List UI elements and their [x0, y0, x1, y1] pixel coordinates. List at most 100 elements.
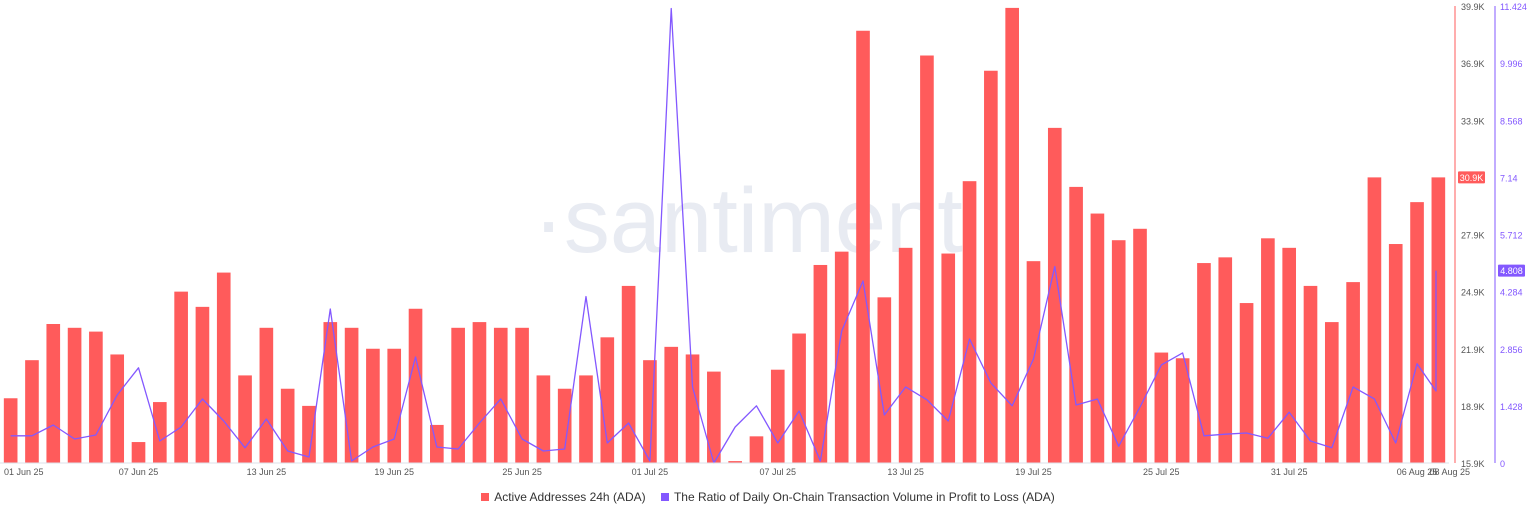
bar-active-addresses: [1346, 282, 1360, 463]
bar-active-addresses: [1133, 228, 1147, 463]
legend-label-ratio: The Ratio of Daily On-Chain Transaction …: [673, 490, 1055, 504]
bar-active-addresses: [408, 308, 423, 463]
bar-active-addresses: [515, 327, 529, 463]
bar-active-addresses: [1282, 247, 1297, 463]
bar-active-addresses: [579, 375, 593, 463]
bar-active-addresses: [366, 348, 380, 463]
bar-active-addresses: [430, 424, 444, 463]
right-axis-tick-label: 9.996: [1500, 59, 1523, 69]
bar-active-addresses: [898, 247, 913, 463]
bar-active-addresses: [600, 337, 615, 463]
right-axis-tick-label: 1.428: [1500, 402, 1523, 412]
legend: Active Addresses 24h (ADA) The Ratio of …: [0, 490, 1536, 504]
legend-swatch-active-addresses: [481, 493, 490, 501]
bar-active-addresses: [877, 297, 892, 463]
bar-active-addresses: [387, 348, 402, 463]
x-axis-tick-label: 08 Aug 25: [1429, 467, 1470, 477]
bar-active-addresses: [685, 354, 700, 463]
right-axis-tick-label: 7.14: [1500, 173, 1518, 183]
bar-active-addresses: [25, 360, 39, 463]
bar-active-addresses: [472, 322, 487, 463]
bar-active-addresses: [984, 70, 998, 464]
x-axis-tick-label: 19 Jun 25: [374, 467, 414, 477]
x-axis-tick-label: 13 Jul 25: [887, 467, 924, 477]
bar-active-addresses: [621, 285, 636, 463]
right-axis-tick-label: 4.284: [1500, 288, 1523, 298]
left-axis-tick-label: 36.9K: [1461, 59, 1485, 69]
bar-active-addresses: [770, 369, 785, 463]
legend-swatch-ratio: [660, 493, 669, 501]
bar-active-addresses: [1367, 177, 1382, 464]
bar-active-addresses: [238, 375, 252, 463]
bar-active-addresses: [493, 327, 508, 463]
current-value-badge-active-addresses: [1458, 171, 1485, 184]
bar-active-addresses: [813, 264, 828, 463]
bar-active-addresses: [1069, 186, 1083, 463]
legend-item-active-addresses[interactable]: Active Addresses 24h (ADA): [481, 490, 646, 504]
bar-active-addresses: [856, 30, 870, 463]
bar-active-addresses: [1047, 127, 1062, 464]
right-axis-tick-label: 8.568: [1500, 116, 1523, 126]
bar-active-addresses: [1431, 177, 1446, 464]
x-axis-tick-label: 25 Jun 25: [502, 467, 542, 477]
bar-active-addresses: [451, 327, 465, 463]
current-value-badge-ratio: [1498, 264, 1525, 277]
bar-active-addresses: [1239, 303, 1254, 463]
left-axis-tick-label: 33.9K: [1461, 116, 1485, 126]
left-axis-tick-label: 24.9K: [1461, 288, 1485, 298]
x-axis-tick-label: 01 Jul 25: [632, 467, 669, 477]
bar-active-addresses: [941, 253, 956, 463]
bar-active-addresses: [1175, 358, 1190, 463]
bar-active-addresses: [1218, 257, 1233, 463]
bar-active-addresses: [664, 346, 679, 463]
bar-active-addresses: [728, 461, 742, 463]
right-axis-tick-label: 0: [1500, 459, 1505, 469]
bar-active-addresses: [1154, 352, 1169, 463]
bar-active-addresses: [536, 375, 551, 463]
bar-active-addresses: [1261, 238, 1275, 463]
left-axis-tick-label: 27.9K: [1461, 231, 1485, 241]
bar-active-addresses: [344, 327, 359, 463]
bar-active-addresses: [1324, 322, 1339, 463]
watermark: ·santiment: [533, 170, 963, 272]
bar-active-addresses: [259, 327, 274, 463]
x-axis-tick-label: 13 Jun 25: [247, 467, 287, 477]
chart-svg: ·santiment 15.9K 18.9K 21.9K 24.9K 27.9K 30.9K…: [0, 2, 1527, 477]
bar-active-addresses: [3, 398, 18, 463]
x-axis-tick-label: 07 Jul 25: [760, 467, 797, 477]
bar-active-addresses: [749, 436, 764, 463]
bar-active-addresses: [302, 405, 316, 464]
bar-active-addresses: [131, 442, 146, 463]
bar-active-addresses: [1111, 240, 1126, 463]
legend-label-active-addresses: Active Addresses 24h (ADA): [494, 490, 646, 504]
right-axis-tick-label: 11.424: [1500, 2, 1527, 12]
bar-active-addresses: [707, 371, 721, 463]
left-axis-tick-label: 39.9K: [1461, 2, 1485, 12]
bar-active-addresses: [153, 402, 167, 463]
bar-active-addresses: [1197, 263, 1211, 463]
bar-active-addresses: [1388, 244, 1403, 463]
bar-active-addresses: [46, 324, 61, 463]
bar-active-addresses: [920, 55, 934, 463]
legend-item-ratio[interactable]: The Ratio of Daily On-Chain Transaction …: [660, 490, 1055, 504]
x-axis-tick-label: 01 Jun 25: [4, 467, 44, 477]
left-axis-tick-label: 21.9K: [1461, 345, 1485, 355]
bar-active-addresses: [110, 354, 125, 463]
x-axis-tick-label: 25 Jul 25: [1143, 467, 1180, 477]
left-axis-tick-label: 18.9K: [1461, 402, 1485, 412]
x-axis-tick-label: 31 Jul 25: [1271, 467, 1308, 477]
bar-active-addresses: [792, 333, 806, 463]
bar-active-addresses: [1026, 261, 1041, 463]
x-axis-tick-label: 07 Jun 25: [119, 467, 159, 477]
bar-active-addresses: [1303, 285, 1318, 463]
x-axis-tick-label: 19 Jul 25: [1015, 467, 1052, 477]
bar-active-addresses: [67, 327, 82, 463]
bar-active-addresses: [89, 331, 103, 463]
x-axis-tick-label: 06 Aug 25: [1397, 467, 1438, 477]
bar-active-addresses: [1410, 202, 1424, 463]
bar-active-addresses: [1005, 7, 1019, 464]
bar-active-addresses: [962, 181, 977, 463]
bar-active-addresses: [323, 322, 338, 463]
bar-active-addresses: [834, 251, 849, 463]
